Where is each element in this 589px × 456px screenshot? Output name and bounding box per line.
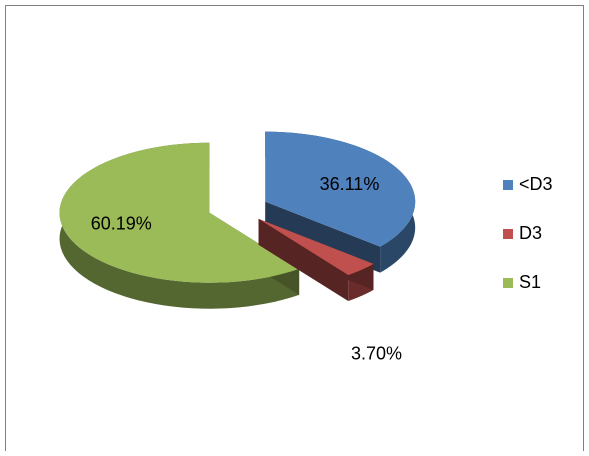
- data-label: 3.70%: [351, 344, 402, 364]
- data-label: 60.19%: [91, 214, 152, 234]
- pie-slice-cut: [258, 218, 349, 302]
- pie-slice-side: [59, 142, 300, 309]
- legend-swatch: [503, 180, 513, 190]
- legend-swatch: [503, 229, 513, 239]
- legend-label: <D3: [519, 174, 553, 194]
- pie-slice-cut: [265, 201, 381, 273]
- pie-slice: [265, 131, 416, 247]
- legend-label: S1: [519, 272, 541, 292]
- pie-slice: [258, 218, 374, 276]
- pie-slice: [59, 142, 300, 283]
- legend-label: D3: [519, 223, 542, 243]
- data-label: 36.11%: [320, 174, 380, 194]
- legend-swatch: [503, 278, 513, 288]
